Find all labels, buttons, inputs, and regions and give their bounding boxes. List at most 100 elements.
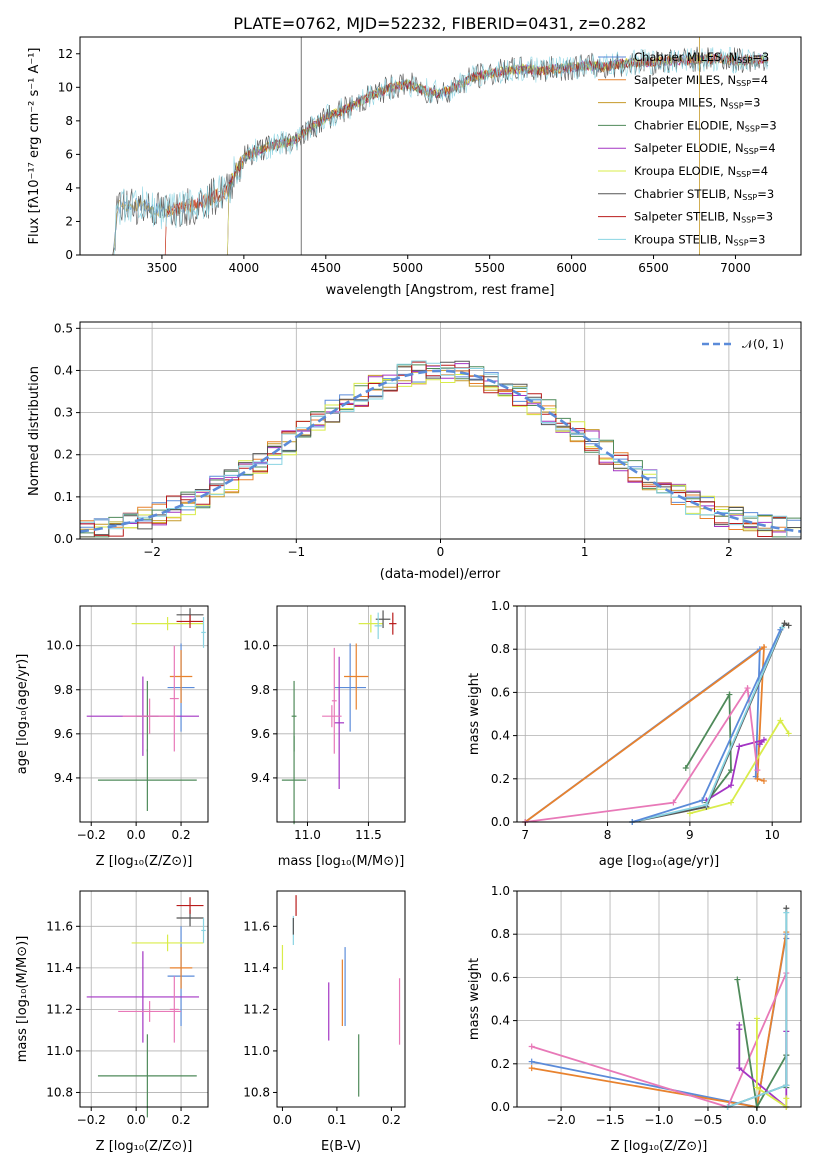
x-tick-label: 3500 — [147, 261, 178, 275]
weight-marker — [734, 976, 741, 983]
y-tick-label: 10.0 — [243, 639, 270, 653]
weight-marker — [686, 810, 693, 817]
y-tick-label: 0.4 — [491, 1014, 510, 1028]
spectrum-xlabel: wavelength [Angstrom, rest frame] — [326, 283, 555, 298]
x-tick-label: 5000 — [392, 261, 423, 275]
x-tick-label: −2.0 — [546, 1113, 575, 1127]
weight_vs_Z-xlabel: Z [log₁₀(Z/Z⊙)] — [611, 1139, 708, 1154]
y-tick-label: 12 — [58, 47, 73, 61]
age_vs_mass-panel: 11.0 11.5 9.4 9.6 9.8 10.0 mass [log₁₀(M/M⊙)] — [243, 605, 406, 869]
residuals-panel: −2 −1 0 1 2 0.0 0.1 0.2 0.3 0.4 0.5 𝒩(0, 1) (data-… — [27, 321, 802, 582]
y-tick-label: 1.0 — [491, 599, 510, 613]
residuals-marks — [79, 360, 802, 538]
x-tick-label: −0.2 — [77, 1113, 106, 1127]
weight-marker — [744, 685, 751, 692]
y-tick-label: 0.5 — [54, 321, 73, 335]
y-tick-label: 9.4 — [251, 771, 270, 785]
weight-marker — [760, 777, 767, 784]
weight-marker — [785, 622, 792, 629]
spectrum-panel: 3500 4000 4500 5000 5500 6000 6500 7000 0 2 4 6 8 10 1… — [27, 36, 802, 298]
panel-frame — [276, 605, 406, 823]
legend-entry: Kroupa MILES, NSSP=3 — [634, 96, 760, 111]
x-tick-label: 7 — [521, 828, 529, 842]
x-tick-label: 0.2 — [172, 828, 191, 842]
spectrum-ylabel: Flux [fλ10⁻¹⁷ erg cm⁻² s⁻¹ A⁻¹] — [27, 48, 42, 245]
spectrum-legend: Chabrier MILES, NSSP=3 Salpeter MILES, NS… — [598, 50, 777, 247]
weight-marker — [682, 765, 689, 771]
weight-marker — [783, 909, 790, 916]
y-tick-label: 0.2 — [54, 448, 73, 462]
histogram-5 — [80, 374, 801, 538]
age_vs_mass-xlabel: mass [log₁₀(M/M⊙)] — [278, 854, 405, 869]
figure-title: PLATE=0762, MJD=52232, FIBERID=0431, z=0… — [233, 14, 646, 33]
x-tick-label: 5500 — [474, 261, 505, 275]
weight-marker — [756, 741, 763, 748]
weight-marker — [783, 1095, 790, 1102]
age_vs_Z-ylabel: age [log₁₀(age/yr)] — [15, 654, 30, 775]
spectrum-ticks: 3500 4000 4500 5000 5500 6000 6500 7000 0 2 4 6 8 10 1… — [58, 47, 751, 275]
x-tick-label: 9 — [686, 828, 694, 842]
weight_vs_age-ylabel: mass weight — [467, 673, 482, 755]
x-tick-label: 8 — [604, 828, 612, 842]
weight-marker — [777, 626, 784, 633]
x-tick-label: −1 — [287, 545, 305, 559]
panel-frame — [79, 605, 209, 823]
x-tick-label: 4000 — [229, 261, 260, 275]
x-tick-label: 0.0 — [747, 1113, 766, 1127]
legend-entry: Salpeter STELIB, NSSP=3 — [634, 210, 773, 225]
weight-marker — [760, 644, 767, 651]
y-tick-label: 11.2 — [243, 1002, 270, 1016]
weight-marker — [670, 799, 677, 806]
histogram-8 — [80, 360, 801, 538]
legend-entry: Kroupa ELODIE, NSSP=4 — [634, 164, 768, 179]
panel-frame — [516, 605, 802, 823]
y-tick-label: 0.1 — [54, 490, 73, 504]
x-tick-label: −0.5 — [693, 1113, 722, 1127]
weight-line — [632, 622, 790, 823]
x-tick-label: 11.0 — [294, 828, 321, 842]
x-tick-label: 2 — [725, 545, 733, 559]
weight-marker — [781, 620, 788, 627]
y-tick-label: 11.4 — [46, 961, 73, 975]
x-tick-label: 7000 — [720, 261, 751, 275]
residuals-ticks: −2 −1 0 1 2 0.0 0.1 0.2 0.3 0.4 0.5 — [54, 321, 733, 559]
x-tick-label: 6500 — [638, 261, 669, 275]
weight-marker — [736, 1026, 743, 1033]
x-tick-label: −0.2 — [77, 828, 106, 842]
x-tick-label: 6000 — [556, 261, 587, 275]
x-tick-label: −2 — [143, 545, 161, 559]
y-tick-label: 9.8 — [251, 683, 270, 697]
weight-marker — [753, 1015, 760, 1022]
age_vs_Z-xlabel: Z [log₁₀(Z/Z⊙)] — [96, 854, 193, 869]
y-tick-label: 11.6 — [46, 919, 73, 933]
y-tick-label: 0.3 — [54, 406, 73, 420]
y-tick-label: 0.0 — [54, 532, 73, 546]
residuals-legend: 𝒩(0, 1) — [702, 337, 784, 351]
weight-marker — [785, 730, 792, 737]
weight-marker — [528, 1065, 535, 1072]
residuals-xlabel: (data-model)/error — [380, 567, 501, 582]
weight-line — [524, 645, 765, 823]
y-tick-label: 6 — [65, 147, 73, 161]
y-tick-label: 11.2 — [46, 1002, 73, 1016]
residuals-ylabel: Normed distribution — [27, 366, 42, 496]
weight_vs_age-panel: 7 8 9 10 0.0 0.2 0.4 0.6 0.8 1.0 age [log₁₀(age/yr… — [467, 599, 802, 869]
y-tick-label: 0.0 — [491, 1100, 510, 1114]
spectrum-line-8 — [112, 46, 769, 256]
panel-frame — [79, 890, 209, 1108]
weight-marker — [728, 767, 735, 774]
weight_vs_age-xlabel: age [log₁₀(age/yr)] — [599, 854, 720, 869]
y-tick-label: 0.0 — [491, 815, 510, 829]
y-tick-label: 0.8 — [491, 642, 510, 656]
x-tick-label: 0.1 — [327, 1113, 346, 1127]
y-tick-label: 10.8 — [243, 1085, 270, 1099]
y-tick-label: 0 — [65, 248, 73, 262]
x-tick-label: 0.0 — [127, 1113, 146, 1127]
x-tick-label: 11.5 — [355, 828, 382, 842]
y-tick-label: 8 — [65, 114, 73, 128]
y-tick-label: 0.4 — [54, 363, 73, 377]
weight-marker — [699, 797, 706, 804]
weight_vs_Z-ylabel: mass weight — [467, 958, 482, 1040]
weight-marker — [726, 691, 733, 698]
